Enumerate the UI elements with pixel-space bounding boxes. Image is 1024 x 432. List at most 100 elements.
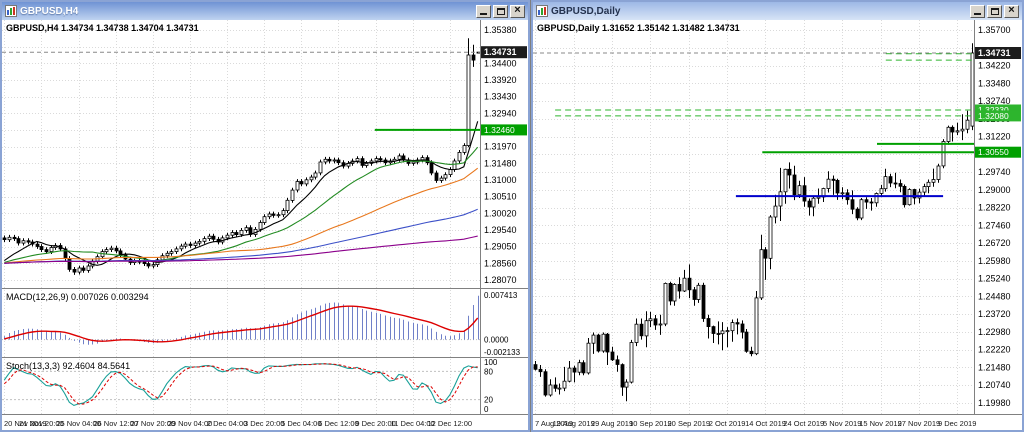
level-price-box xyxy=(481,124,527,136)
price-axis-label: 1.31480 xyxy=(484,158,517,168)
time-axis-label: 21 Nov 20:00 xyxy=(19,419,64,428)
level-price-label: 1.32330 xyxy=(978,105,1009,115)
minimize-button[interactable] xyxy=(476,4,491,18)
minimize-button[interactable] xyxy=(970,4,985,18)
ohlc-info-line: GBPUSD,H4 1.34734 1.34738 1.34704 1.3473… xyxy=(6,23,199,33)
minimize-icon xyxy=(480,13,487,15)
chart-icon xyxy=(5,5,17,17)
restore-button[interactable] xyxy=(987,4,1002,18)
price-axis-label: 1.30510 xyxy=(484,192,517,202)
level-price-label: 1.32080 xyxy=(978,111,1009,121)
time-axis-label: 11 Dec 04:00 xyxy=(391,419,435,428)
stoch-axis-label: 100 xyxy=(484,358,498,367)
price-axis-label: 1.29540 xyxy=(484,225,517,235)
close-icon: × xyxy=(1008,3,1015,16)
price-axis-label: 1.19980 xyxy=(978,398,1011,408)
price-axis[interactable]: 1.357001.342201.334801.327401.320001.312… xyxy=(974,20,1022,414)
macd-axis-max: 0.007413 xyxy=(484,291,518,300)
time-axis-label: 5 Nov 2019 xyxy=(823,419,861,428)
price-axis-label: 1.34220 xyxy=(978,61,1011,71)
ma-line-200 xyxy=(4,235,478,264)
price-axis-label: 1.33480 xyxy=(978,78,1011,88)
time-axis-label: 20 Sep 2019 xyxy=(668,419,711,428)
window-title: GBPUSD,Daily xyxy=(551,5,621,17)
time-axis-label: 24 Oct 2019 xyxy=(783,419,824,428)
time-axis-label: 9 Dec 20:00 xyxy=(355,419,395,428)
price-axis-label: 1.27460 xyxy=(978,220,1011,230)
price-axis-label: 1.32740 xyxy=(978,96,1011,106)
time-axis-label: 27 Nov 20:00 xyxy=(130,419,175,428)
time-axis-label: 25 Nov 04:00 xyxy=(56,419,101,428)
price-axis-label: 1.30020 xyxy=(484,208,517,218)
price-axis-label: 1.25240 xyxy=(978,274,1011,284)
chart-window-gbpusd-h4: GBPUSD,H4 × 1.35380 1.34400 1.33920 1.33430… xyxy=(0,0,530,432)
price-axis-label: 1.31000 xyxy=(484,175,517,185)
stoch-indicator-label: Stoch(13,3,3) 92.4604 84.5641 xyxy=(6,361,130,371)
close-button[interactable]: × xyxy=(1004,3,1019,18)
chart-svg-H4[interactable]: 1.35380 1.34400 1.33920 1.33430 1.32940 1.324… xyxy=(2,20,528,430)
title-bar[interactable]: GBPUSD,Daily × xyxy=(533,2,1022,20)
price-axis-label: 1.23720 xyxy=(978,309,1011,319)
price-axis-label: 1.21480 xyxy=(978,362,1011,372)
restore-icon xyxy=(990,7,999,15)
time-axis-label: 9 Dec 2019 xyxy=(938,419,976,428)
time-axis-label: 14 Oct 2019 xyxy=(745,419,786,428)
title-bar[interactable]: GBPUSD,H4 × xyxy=(2,2,528,20)
price-axis-label: 1.22220 xyxy=(978,345,1011,355)
close-button[interactable]: × xyxy=(510,4,525,18)
candles xyxy=(533,43,975,402)
price-axis-label: 1.26720 xyxy=(978,238,1011,248)
ma-line-8 xyxy=(3,121,479,266)
price-axis-label: 1.28220 xyxy=(978,203,1011,213)
current-price-label: 1.34731 xyxy=(978,48,1011,58)
level-price-box xyxy=(975,104,1021,116)
macd-axis-min: -0.002133 xyxy=(484,348,521,357)
price-axis-label: 1.33430 xyxy=(484,92,517,102)
time-axis-label: 20 Nov 2019 xyxy=(4,419,47,428)
price-axis-label: 1.29740 xyxy=(978,167,1011,177)
price-axis-label: 1.22980 xyxy=(978,327,1011,337)
minimize-icon xyxy=(974,13,981,15)
level-price-box xyxy=(975,110,1021,122)
level-price-label: 1.30550 xyxy=(978,147,1009,157)
price-axis-label: 1.29050 xyxy=(484,242,517,252)
grid xyxy=(2,20,480,414)
stoch-signal-line xyxy=(3,363,478,405)
time-axis-label: 2 Oct 2019 xyxy=(709,419,746,428)
price-axis[interactable]: 1.35380 1.34400 1.33920 1.33430 1.32940 1.324… xyxy=(480,20,528,414)
time-axis-label: 27 Nov 2019 xyxy=(898,419,941,428)
price-axis-label: 1.31220 xyxy=(978,132,1011,142)
time-axis-label: 3 Dec 20:00 xyxy=(244,419,284,428)
macd-signal-line xyxy=(4,305,479,343)
chart-svg-Daily[interactable]: 1.357001.342201.334801.327401.320001.312… xyxy=(533,20,1022,430)
window-title: GBPUSD,H4 xyxy=(20,5,79,17)
price-axis-label: 1.35380 xyxy=(484,25,517,35)
time-axis-label: 2 Dec 04:00 xyxy=(207,419,247,428)
time-axis-label: 29 Aug 2019 xyxy=(591,419,633,428)
time-axis-label: 10 Sep 2019 xyxy=(629,419,672,428)
time-axis-label: 6 Dec 12:00 xyxy=(318,419,358,428)
price-axis-label: 1.20740 xyxy=(978,380,1011,390)
grid xyxy=(533,20,974,414)
current-price-label: 1.34731 xyxy=(484,47,517,57)
price-axis-label: 1.24480 xyxy=(978,291,1011,301)
macd-axis-zero: 0.0000 xyxy=(484,336,509,345)
stoch-axis-label: 80 xyxy=(484,367,493,376)
chart-area-daily[interactable]: 1.357001.342201.334801.327401.320001.312… xyxy=(533,20,1022,430)
ohlc-info-line: GBPUSD,Daily 1.31652 1.35142 1.31482 1.3… xyxy=(537,23,740,33)
restore-icon xyxy=(496,7,505,15)
chart-icon xyxy=(536,5,548,17)
time-axis-label: 26 Nov 12:00 xyxy=(93,419,138,428)
chart-area-h4[interactable]: 1.35380 1.34400 1.33920 1.33430 1.32940 1.324… xyxy=(2,20,528,430)
time-axis-label: 7 Aug 2019 xyxy=(535,419,573,428)
price-axis-label: 1.28560 xyxy=(484,258,517,268)
price-axis-label: 1.32940 xyxy=(484,108,517,118)
price-axis-label: 1.35700 xyxy=(978,25,1011,35)
level-price-box xyxy=(975,146,1021,158)
price-axis-label: 1.33920 xyxy=(484,75,517,85)
time-axis-label: 29 Nov 04:00 xyxy=(168,419,213,428)
restore-button[interactable] xyxy=(493,4,508,18)
